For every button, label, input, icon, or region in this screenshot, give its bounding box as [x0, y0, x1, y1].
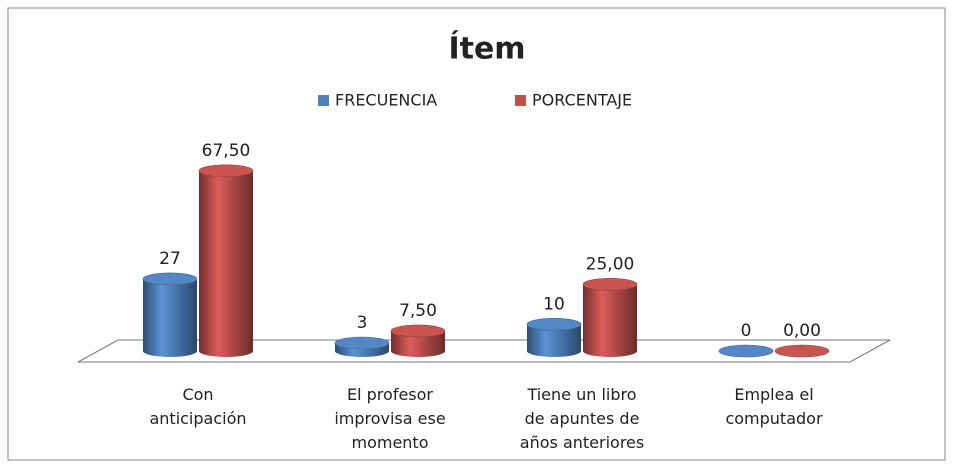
legend-swatch [515, 95, 526, 106]
bar [526, 317, 582, 357]
bar-body [583, 284, 637, 357]
x-tick-label: Emplea el computador [725, 385, 822, 428]
bar-top [334, 336, 390, 350]
data-label: 7,50 [399, 301, 437, 321]
x-tick-label: Con anticipación [149, 385, 246, 428]
chart-border [7, 7, 946, 461]
bar-body [391, 330, 445, 357]
bar-body [143, 278, 197, 357]
bar-top [718, 344, 774, 358]
bar [582, 277, 638, 357]
bar-top [774, 344, 830, 358]
legend-label: PORCENTAJE [532, 91, 632, 110]
bar-body [527, 324, 581, 357]
data-label: 10 [543, 294, 565, 314]
bar-top [142, 272, 198, 286]
data-label: 27 [159, 249, 181, 269]
x-tick-label: Tiene un libro de apuntes de años anterior… [520, 385, 644, 452]
data-label: 3 [357, 313, 368, 333]
bar [142, 272, 198, 357]
chart-title: Ítem [448, 31, 525, 67]
bar-body [199, 170, 253, 357]
bar [774, 344, 830, 358]
bar [198, 164, 254, 357]
bar [718, 344, 774, 358]
data-label: 67,50 [202, 141, 251, 161]
bar-top [526, 317, 582, 331]
data-label: 0,00 [783, 321, 821, 341]
floor [77, 339, 891, 363]
legend-swatch [318, 95, 329, 106]
data-label: 25,00 [586, 254, 635, 274]
bar [390, 324, 446, 357]
x-tick-label: El profesor improvisa ese momento [334, 385, 445, 452]
bar-top [582, 277, 638, 291]
bar [334, 336, 390, 357]
bar-top [198, 164, 254, 178]
data-label: 0 [741, 321, 752, 341]
legend-label: FRECUENCIA [335, 91, 437, 110]
bar-top [390, 324, 446, 338]
